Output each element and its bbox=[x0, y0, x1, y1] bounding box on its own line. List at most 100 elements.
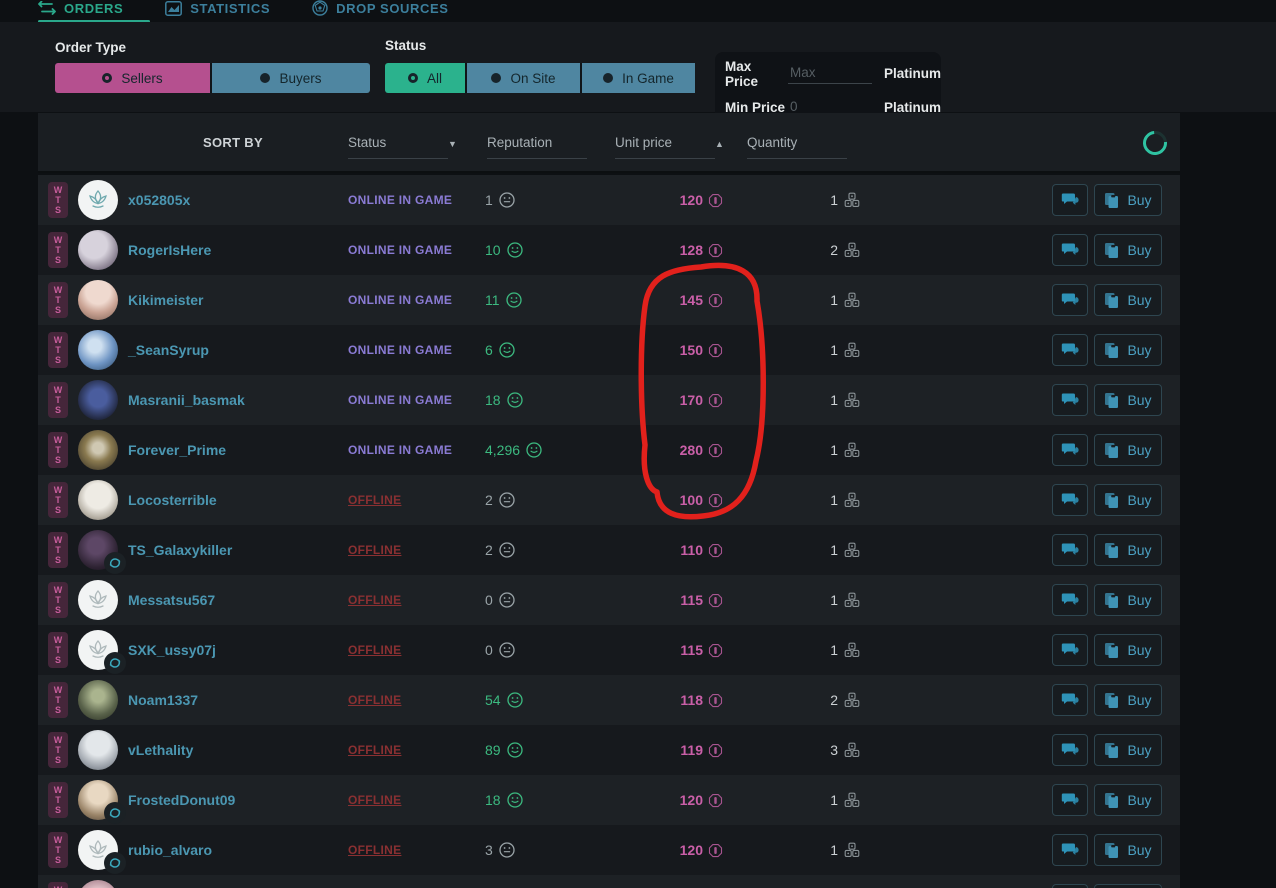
tab-statistics[interactable]: STATISTICS bbox=[165, 1, 270, 16]
username-link[interactable]: TS_Galaxykiller bbox=[128, 542, 233, 558]
tab-drop-sources-label: DROP SOURCES bbox=[336, 0, 449, 16]
reputation-face-icon bbox=[499, 592, 515, 608]
username-link[interactable]: x052805x bbox=[128, 192, 191, 208]
tab-statistics-label: STATISTICS bbox=[190, 0, 271, 16]
status-all-button[interactable]: All bbox=[385, 63, 465, 93]
avatar[interactable] bbox=[78, 380, 118, 420]
buy-label: Buy bbox=[1127, 792, 1152, 808]
quantity-icon bbox=[844, 292, 860, 307]
quantity-icon bbox=[844, 842, 860, 857]
sort-ascending-icon[interactable]: ▲ bbox=[715, 139, 724, 149]
buy-label: Buy bbox=[1127, 342, 1152, 358]
username-link[interactable]: SXK_ussy07j bbox=[128, 642, 216, 658]
username-link[interactable]: vLethality bbox=[128, 742, 194, 758]
column-header-status[interactable]: Status bbox=[348, 135, 387, 150]
chat-button[interactable] bbox=[1052, 284, 1088, 316]
price-number: 100 bbox=[679, 492, 703, 508]
column-header-reputation[interactable]: Reputation bbox=[487, 135, 553, 150]
buy-button[interactable]: Buy bbox=[1094, 434, 1162, 466]
status-in-game-button[interactable]: In Game bbox=[580, 63, 695, 93]
buy-button[interactable]: Buy bbox=[1094, 184, 1162, 216]
username-link[interactable]: Kikimeister bbox=[128, 292, 204, 308]
column-header-quantity[interactable]: Quantity bbox=[747, 135, 798, 150]
buy-button[interactable]: Buy bbox=[1094, 484, 1162, 516]
quantity-value: 1 bbox=[738, 175, 860, 225]
chat-button[interactable] bbox=[1052, 634, 1088, 666]
chat-button[interactable] bbox=[1052, 884, 1088, 888]
status-on-site-button[interactable]: On Site bbox=[465, 63, 580, 93]
buy-button[interactable]: Buy bbox=[1094, 684, 1162, 716]
username-link[interactable]: Forever_Prime bbox=[128, 442, 227, 458]
avatar[interactable] bbox=[78, 680, 118, 720]
avatar[interactable] bbox=[78, 330, 118, 370]
buy-label: Buy bbox=[1127, 742, 1152, 758]
buy-button[interactable]: Buy bbox=[1094, 334, 1162, 366]
username-link[interactable]: Messatsu567 bbox=[128, 592, 216, 608]
avatar[interactable] bbox=[78, 230, 118, 270]
chat-button[interactable] bbox=[1052, 834, 1088, 866]
username-link[interactable]: Masranii_basmak bbox=[128, 392, 245, 408]
buy-button[interactable]: Buy bbox=[1094, 734, 1162, 766]
chat-button[interactable] bbox=[1052, 184, 1088, 216]
buy-button[interactable]: Buy bbox=[1094, 534, 1162, 566]
buy-button[interactable]: Buy bbox=[1094, 784, 1162, 816]
reputation-face-icon bbox=[499, 192, 515, 208]
platinum-icon bbox=[708, 343, 723, 357]
tab-orders[interactable]: ORDERS bbox=[38, 1, 123, 16]
avatar[interactable] bbox=[78, 430, 118, 470]
quantity-number: 1 bbox=[830, 342, 838, 358]
username-link[interactable]: FrostedDonut09 bbox=[128, 792, 236, 808]
order-type-buyers-button[interactable]: Buyers bbox=[210, 63, 370, 93]
chat-button[interactable] bbox=[1052, 584, 1088, 616]
max-price-input[interactable] bbox=[787, 63, 872, 84]
chat-button[interactable] bbox=[1052, 684, 1088, 716]
chat-button[interactable] bbox=[1052, 234, 1088, 266]
chat-icon bbox=[1061, 393, 1079, 405]
buy-button[interactable]: Buy bbox=[1094, 834, 1162, 866]
buy-label: Buy bbox=[1127, 392, 1152, 408]
buy-button[interactable]: Buy bbox=[1094, 634, 1162, 666]
buy-button[interactable]: Buy bbox=[1094, 384, 1162, 416]
unit-price-value: 120 bbox=[598, 175, 723, 225]
username-link[interactable]: _SeanSyrup bbox=[128, 342, 209, 358]
tab-drop-sources[interactable]: DROP SOURCES bbox=[312, 0, 448, 16]
in-game-label: In Game bbox=[622, 70, 674, 86]
avatar[interactable] bbox=[78, 280, 118, 320]
quantity-value: 1 bbox=[738, 275, 860, 325]
chat-button[interactable] bbox=[1052, 334, 1088, 366]
chat-button[interactable] bbox=[1052, 534, 1088, 566]
quantity-value: 1 bbox=[738, 625, 860, 675]
chat-button[interactable] bbox=[1052, 384, 1088, 416]
chat-button[interactable] bbox=[1052, 734, 1088, 766]
username-link[interactable]: Locosterrible bbox=[128, 492, 217, 508]
avatar[interactable] bbox=[78, 880, 118, 888]
order-type-sellers-button[interactable]: Sellers bbox=[55, 63, 210, 93]
column-header-unit-price[interactable]: Unit price bbox=[615, 135, 673, 150]
username-link[interactable]: RogerIsHere bbox=[128, 242, 212, 258]
username-link[interactable]: rubio_alvaro bbox=[128, 842, 213, 858]
avatar[interactable] bbox=[78, 480, 118, 520]
cross-platform-icon bbox=[109, 808, 121, 818]
buy-button[interactable]: Buy bbox=[1094, 284, 1162, 316]
chat-button[interactable] bbox=[1052, 434, 1088, 466]
avatar[interactable] bbox=[78, 180, 118, 220]
avatar[interactable] bbox=[78, 730, 118, 770]
chat-button[interactable] bbox=[1052, 484, 1088, 516]
lotus-emblem-icon bbox=[89, 190, 107, 208]
buy-button[interactable]: Buy bbox=[1094, 584, 1162, 616]
buy-button[interactable]: Buy bbox=[1094, 234, 1162, 266]
buy-button[interactable]: Buy bbox=[1094, 884, 1162, 888]
status-text: ONLINE IN GAME bbox=[348, 393, 453, 407]
chevron-down-icon[interactable]: ▼ bbox=[448, 139, 457, 149]
reputation-value: 2 bbox=[485, 525, 515, 575]
username-link[interactable]: Noam1337 bbox=[128, 692, 199, 708]
chat-button[interactable] bbox=[1052, 784, 1088, 816]
price-number: 115 bbox=[680, 592, 703, 608]
quantity-number: 2 bbox=[830, 242, 838, 258]
avatar[interactable] bbox=[78, 580, 118, 620]
